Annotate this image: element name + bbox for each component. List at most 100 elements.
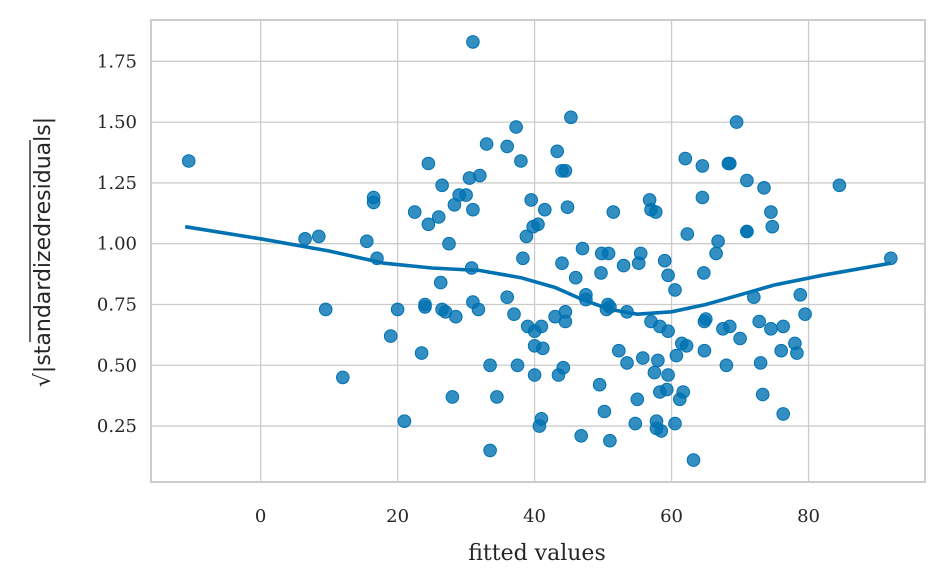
scatter-point xyxy=(651,353,665,368)
scatter-point xyxy=(723,319,737,334)
scatter-point xyxy=(669,348,684,363)
plot-frame xyxy=(150,19,926,483)
x-axis-label: fitted values xyxy=(468,541,606,566)
x-tick-label: 40 xyxy=(523,506,546,527)
scatter-point xyxy=(435,178,449,193)
y-axis-label-radical: √ xyxy=(31,372,56,387)
scatter-point xyxy=(556,360,571,375)
scatter-point xyxy=(473,168,487,183)
scatter-point xyxy=(464,261,479,275)
scatter-point xyxy=(298,232,312,246)
y-tick-label: 0.50 xyxy=(97,355,137,376)
scatter-point xyxy=(550,144,565,159)
scatter-point xyxy=(507,307,521,322)
scatter-point xyxy=(421,156,436,171)
scatter-points xyxy=(181,35,898,467)
scatter-point xyxy=(536,341,550,356)
scatter-point xyxy=(336,370,350,385)
scatter-point xyxy=(397,414,412,429)
scatter-point xyxy=(790,346,804,360)
svg-text:√|standardizedresiduals|: √|standardizedresiduals| xyxy=(31,117,56,387)
scatter-point xyxy=(776,319,791,334)
scatter-point xyxy=(606,205,621,219)
scatter-point xyxy=(657,253,672,268)
scatter-point xyxy=(555,256,569,271)
scatter-point xyxy=(709,246,723,261)
scatter-point xyxy=(764,205,778,219)
scatter-point xyxy=(647,365,662,380)
scatter-point xyxy=(564,110,578,125)
scatter-point xyxy=(793,288,808,302)
scatter-point xyxy=(527,368,542,382)
scatter-point xyxy=(661,268,675,283)
scatter-point xyxy=(757,181,771,195)
scatter-point xyxy=(490,390,504,404)
scatter-point xyxy=(519,229,534,244)
scatter-point xyxy=(679,339,694,353)
scatter-point xyxy=(445,390,460,404)
scatter-point xyxy=(686,453,701,467)
y-tick-label: 0.75 xyxy=(97,294,137,315)
scatter-point xyxy=(620,356,634,370)
scatter-point xyxy=(630,392,645,407)
scatter-point xyxy=(418,297,432,312)
scatter-point xyxy=(612,343,626,358)
scatter-point xyxy=(560,200,575,214)
scatter-point xyxy=(568,270,583,285)
scatter-point xyxy=(360,234,374,249)
scatter-point xyxy=(500,139,515,154)
scatter-point xyxy=(414,346,429,360)
scatter-point xyxy=(471,302,486,317)
scatter-point xyxy=(633,246,648,261)
scatter-point xyxy=(755,387,770,402)
scatter-point xyxy=(752,314,767,329)
scatter-point xyxy=(695,190,710,205)
scatter-point xyxy=(661,368,675,382)
scatter-point xyxy=(597,404,612,419)
scatter-point xyxy=(699,312,713,326)
scatter-point xyxy=(558,314,573,329)
scatter-point xyxy=(366,190,381,205)
scatter-point xyxy=(534,412,549,426)
scatter-point xyxy=(531,217,545,232)
y-tick-label: 1.00 xyxy=(97,234,137,255)
scatter-point xyxy=(312,229,326,244)
scatter-point xyxy=(509,120,523,134)
scatter-point xyxy=(697,266,711,280)
scatter-point xyxy=(676,385,691,399)
scatter-point xyxy=(421,217,436,232)
scatter-point xyxy=(695,159,710,173)
scatter-point xyxy=(719,358,734,373)
scatter-point xyxy=(680,227,695,241)
x-tick-label: 80 xyxy=(797,506,820,527)
x-tick-label: 0 xyxy=(255,506,266,527)
scatter-point xyxy=(534,319,549,334)
scatter-point xyxy=(466,35,480,49)
scatter-point xyxy=(765,219,780,234)
scatter-point xyxy=(649,205,663,219)
scatter-point xyxy=(753,356,768,370)
scatter-point xyxy=(764,322,778,336)
x-tick-label: 20 xyxy=(386,506,409,527)
scatter-point xyxy=(636,351,650,365)
x-tick-labels: 0 20 40 60 80 xyxy=(255,506,820,527)
scatter-point xyxy=(538,202,552,217)
scatter-point xyxy=(574,429,589,443)
scatter-point xyxy=(740,173,754,188)
scatter-point xyxy=(616,258,631,273)
scatter-point xyxy=(433,275,448,290)
scatter-point xyxy=(500,290,515,305)
scatter-point xyxy=(668,283,682,297)
scatter-point xyxy=(668,416,682,431)
y-axis-label: √|standardizedresiduals| xyxy=(29,117,56,387)
scatter-point xyxy=(383,329,398,343)
scatter-point xyxy=(798,307,812,322)
scatter-point xyxy=(592,377,607,392)
y-tick-label: 1.25 xyxy=(97,173,137,194)
scatter-point xyxy=(740,224,754,239)
scatter-point xyxy=(601,246,616,261)
scatter-point xyxy=(729,115,744,129)
scatter-point xyxy=(516,251,530,266)
y-axis-label-text: |standardizedresiduals| xyxy=(31,117,56,373)
